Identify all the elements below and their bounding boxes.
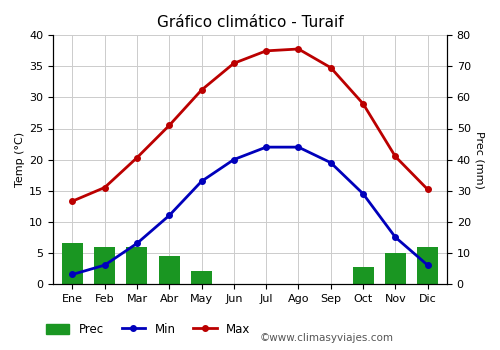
Bar — [417, 246, 438, 284]
Text: ©www.climasyviajes.com: ©www.climasyviajes.com — [260, 333, 394, 343]
Y-axis label: Prec (mm): Prec (mm) — [475, 131, 485, 189]
Bar — [159, 256, 180, 284]
Bar — [352, 267, 374, 284]
Y-axis label: Temp (°C): Temp (°C) — [15, 132, 25, 187]
Bar — [126, 246, 148, 284]
Bar — [191, 271, 212, 284]
Bar — [94, 246, 115, 284]
Bar — [385, 253, 406, 284]
Title: Gráfico climático - Turaif: Gráfico climático - Turaif — [156, 15, 344, 30]
Bar — [62, 243, 83, 284]
Legend: Prec, Min, Max: Prec, Min, Max — [41, 318, 256, 341]
